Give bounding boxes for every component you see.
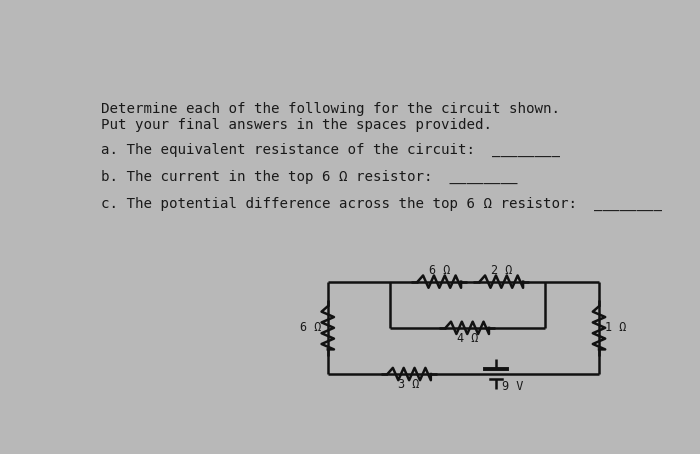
Text: 2 Ω: 2 Ω	[491, 264, 512, 277]
Text: Put your final answers in the spaces provided.: Put your final answers in the spaces pro…	[102, 118, 493, 132]
Text: 4 Ω: 4 Ω	[456, 332, 478, 345]
Text: a. The equivalent resistance of the circuit:  ________: a. The equivalent resistance of the circ…	[102, 143, 561, 157]
Text: 3 Ω: 3 Ω	[398, 378, 420, 391]
Text: 6 Ω: 6 Ω	[428, 264, 450, 277]
Text: 6 Ω: 6 Ω	[300, 321, 321, 334]
Text: Determine each of the following for the circuit shown.: Determine each of the following for the …	[102, 102, 561, 116]
Text: b. The current in the top 6 Ω resistor:  ________: b. The current in the top 6 Ω resistor: …	[102, 170, 518, 184]
Text: 1 Ω: 1 Ω	[606, 321, 626, 334]
Text: c. The potential difference across the top 6 Ω resistor:  ________: c. The potential difference across the t…	[102, 197, 662, 211]
Text: 9 V: 9 V	[503, 380, 524, 393]
